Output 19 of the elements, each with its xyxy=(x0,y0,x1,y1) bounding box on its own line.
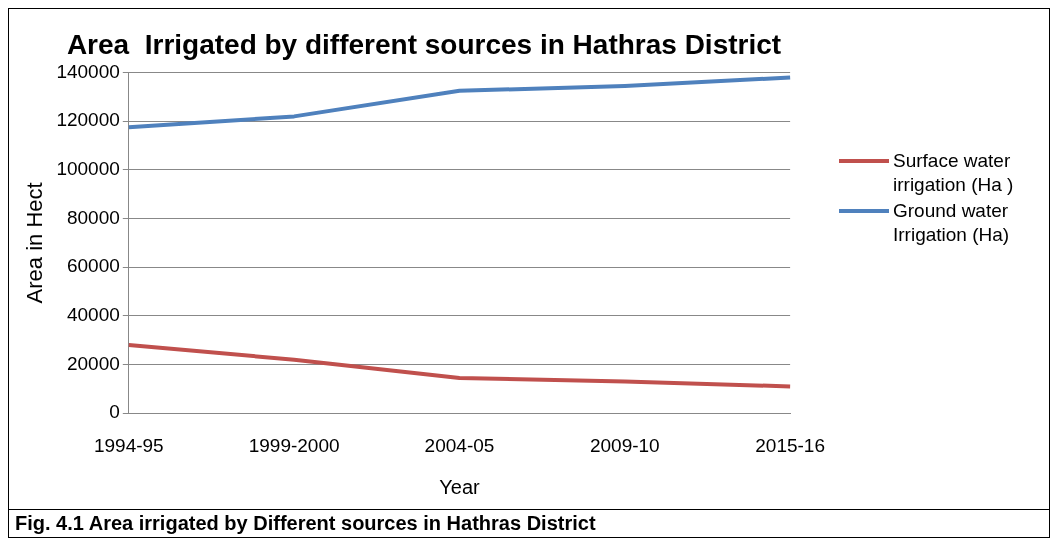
y-tick-label: 80000 xyxy=(66,206,120,228)
y-tick-label: 0 xyxy=(109,401,120,423)
y-axis-title: Area in Hect xyxy=(22,182,48,304)
y-tick-label: 140000 xyxy=(56,60,120,82)
x-tick-label: 2009-10 xyxy=(589,434,660,456)
y-tick-label: 60000 xyxy=(66,255,120,277)
x-tick-label: 1999-2000 xyxy=(248,434,340,456)
x-tick-label: 2015-16 xyxy=(755,434,825,456)
y-tick-label: 120000 xyxy=(56,109,120,131)
x-tick-label: 2004-05 xyxy=(424,434,495,456)
caption: Fig. 4.1 Area irrigated by Different sources in Hathras District xyxy=(9,509,1049,537)
chart-title: Area Irrigated by different sources in Hathras District xyxy=(66,28,782,60)
legend-label: Ground water Irrigation (Ha) xyxy=(893,199,1011,247)
x-tick-label: 1994-95 xyxy=(93,434,164,456)
x-axis-title: Year xyxy=(439,475,481,498)
legend-label: Surface water irrigation (Ha ) xyxy=(893,149,1015,197)
y-tick-label: 20000 xyxy=(66,352,120,374)
y-tick-label: 40000 xyxy=(66,304,120,326)
y-tick-label: 100000 xyxy=(56,158,120,180)
